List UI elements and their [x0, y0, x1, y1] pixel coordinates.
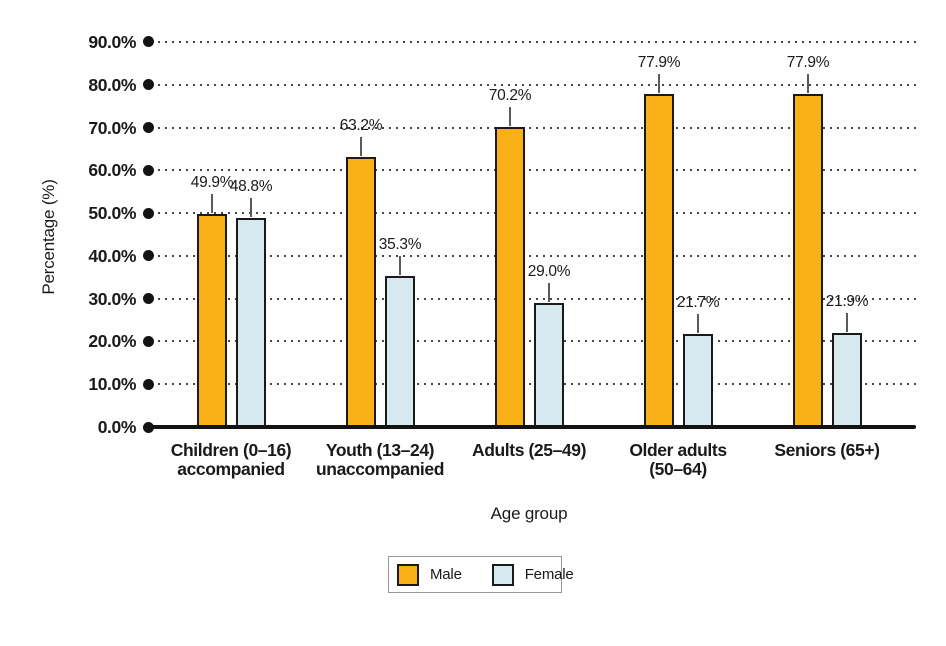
bar-value-label: 48.8%: [229, 178, 273, 196]
gridline: [158, 254, 916, 257]
category-label: Children (0–16) accompanied: [146, 441, 316, 479]
y-tick-label: 90.0%: [88, 31, 136, 52]
bar-value-label: 35.3%: [378, 235, 422, 253]
legend-female-swatch-icon: [491, 563, 514, 586]
y-tick-bullet-icon: [142, 293, 154, 305]
bar-leader-line: [250, 198, 252, 218]
gridline: [158, 212, 916, 215]
category-label-line: unaccompanied: [315, 459, 445, 479]
category-label-line: accompanied: [177, 459, 285, 479]
category-label: Youth (13–24) unaccompanied: [295, 441, 465, 479]
y-tick-bullet-icon: [142, 207, 154, 219]
bar-value-label: 77.9%: [786, 53, 830, 71]
bar-value-label: 77.9%: [637, 53, 681, 71]
legend-male-swatch-icon: [397, 563, 419, 586]
x-axis-title: Age group: [490, 504, 568, 523]
y-tick-label: 30.0%: [88, 288, 136, 309]
bar-leader-line: [509, 106, 511, 126]
bar-female: [832, 333, 862, 429]
y-tick-label: 70.0%: [88, 117, 136, 138]
category-label-line: Seniors (65+): [774, 440, 880, 460]
bar-leader-line: [548, 282, 550, 302]
bar-value-label: 70.2%: [488, 86, 532, 104]
bar-value-label: 63.2%: [339, 116, 383, 134]
bar-leader-line: [846, 313, 848, 333]
category-label: Seniors (65+): [742, 441, 912, 460]
y-tick-label: 10.0%: [88, 374, 136, 395]
y-tick-bullet-icon: [142, 79, 154, 91]
bar-male: [197, 213, 227, 429]
y-tick-bullet-icon: [142, 122, 154, 134]
bar-female: [236, 218, 266, 429]
y-tick-label: 50.0%: [88, 203, 136, 224]
category-label-line: Youth (13–24): [325, 440, 435, 460]
bar-male: [644, 93, 674, 429]
y-tick-bullet-icon: [142, 164, 154, 176]
y-tick-bullet-icon: [142, 378, 154, 390]
bar-leader-line: [697, 314, 699, 334]
legend: Male Female: [388, 556, 574, 593]
bar-leader-line: [360, 136, 362, 156]
bar-male: [346, 156, 376, 429]
bar-male: [793, 93, 823, 429]
bar-leader-line: [211, 193, 213, 213]
category-label-line: (50–64): [649, 459, 707, 479]
gridline: [158, 126, 916, 129]
legend-male-label: Male: [430, 566, 462, 583]
gridline: [158, 169, 916, 172]
y-tick-label: 20.0%: [88, 331, 136, 352]
y-tick-label: 80.0%: [88, 74, 136, 95]
bar-leader-line: [658, 73, 660, 93]
y-tick-bullet-icon: [142, 36, 154, 48]
gridline: [158, 297, 916, 300]
bar-leader-line: [399, 255, 401, 275]
category-label: Older adults (50–64): [593, 441, 763, 479]
y-tick-label: 40.0%: [88, 245, 136, 266]
bar-male: [495, 126, 525, 429]
gridline: [158, 83, 916, 86]
bar-female: [534, 302, 564, 429]
y-tick-bullet-icon: [142, 335, 154, 347]
bar-female: [683, 334, 713, 429]
gridline: [158, 40, 916, 43]
category-label-line: Children (0–16): [170, 440, 292, 460]
category-label-line: Older adults: [629, 440, 727, 460]
y-axis-title: Percentage (%): [39, 179, 58, 295]
y-tick-label: 0.0%: [97, 417, 137, 437]
bar-leader-line: [807, 73, 809, 93]
bar-value-label: 21.9%: [825, 293, 869, 311]
bar-value-label: 49.9%: [190, 173, 234, 191]
bar-value-label: 21.7%: [676, 294, 720, 312]
y-tick-bullet-icon: [142, 250, 154, 262]
category-label: Adults (25–49): [444, 441, 614, 460]
category-label-line: Adults (25–49): [471, 440, 587, 460]
bar-value-label: 29.0%: [527, 262, 571, 280]
bar-female: [385, 275, 415, 429]
x-axis-line: [147, 425, 916, 429]
y-tick-label: 60.0%: [88, 160, 136, 181]
legend-female-label: Female: [524, 566, 574, 583]
